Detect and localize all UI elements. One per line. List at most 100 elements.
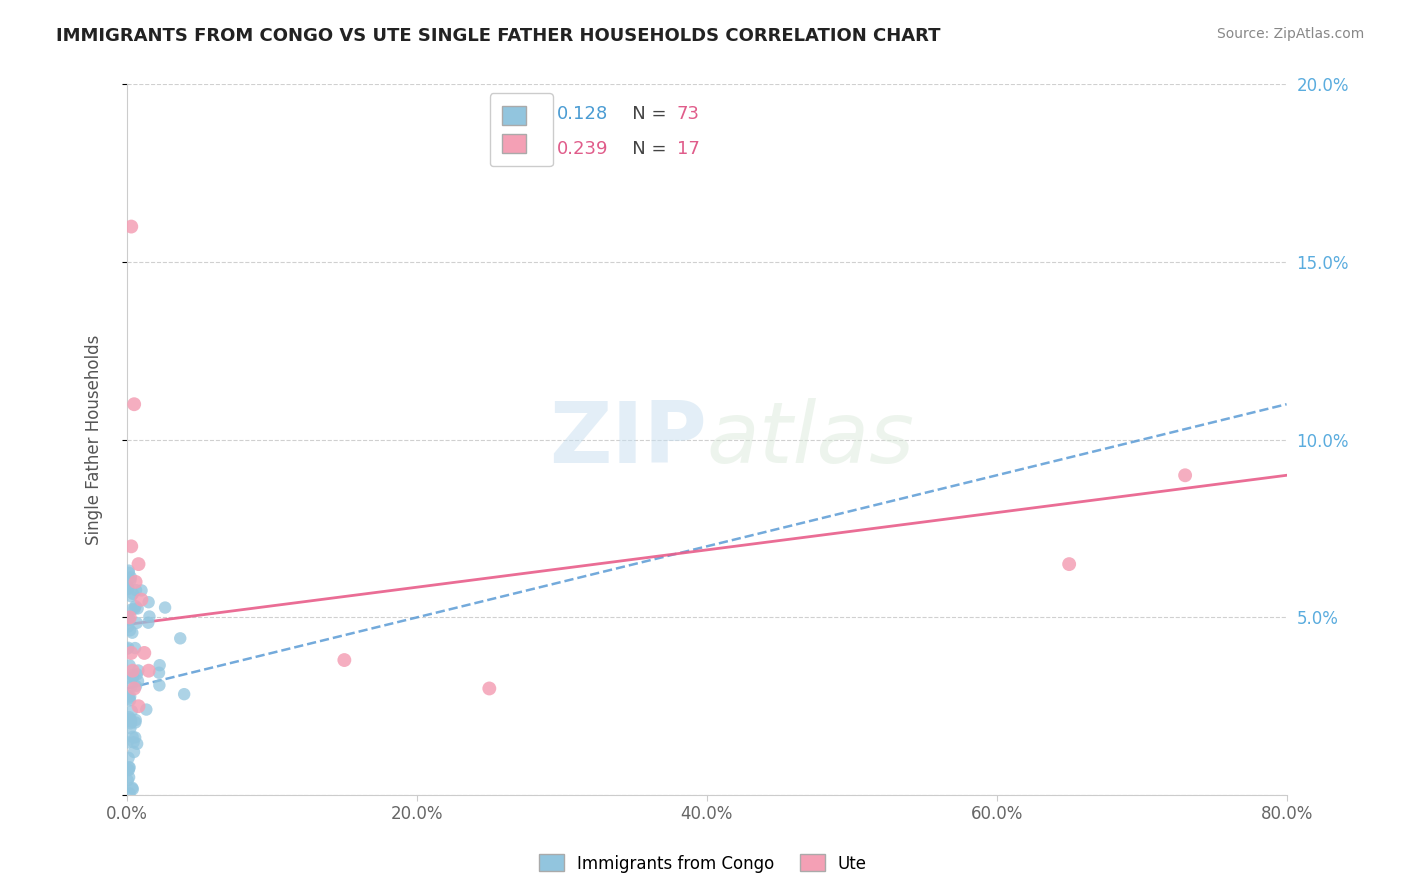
Text: IMMIGRANTS FROM CONGO VS UTE SINGLE FATHER HOUSEHOLDS CORRELATION CHART: IMMIGRANTS FROM CONGO VS UTE SINGLE FATH… — [56, 27, 941, 45]
Point — [118, 564, 141, 578]
Point — [125, 667, 148, 681]
Point — [117, 582, 139, 596]
Text: ZIP: ZIP — [548, 398, 707, 482]
Point — [120, 219, 142, 234]
Point — [118, 760, 141, 774]
Point — [118, 710, 141, 724]
Point — [125, 583, 148, 598]
Text: N =: N = — [616, 105, 672, 123]
Point — [120, 693, 142, 707]
Point — [120, 679, 142, 693]
Legend: , : , — [489, 94, 553, 167]
Text: 73: 73 — [676, 105, 700, 123]
Point — [120, 574, 142, 588]
Point — [121, 782, 143, 797]
Point — [124, 599, 146, 614]
Point — [117, 610, 139, 624]
Point — [120, 589, 142, 603]
Point — [120, 714, 142, 729]
Point — [138, 609, 160, 624]
Point — [117, 581, 139, 595]
Text: Source: ZipAtlas.com: Source: ZipAtlas.com — [1216, 27, 1364, 41]
Point — [124, 574, 146, 589]
Point — [134, 646, 156, 660]
Text: 0.128: 0.128 — [557, 105, 609, 123]
Point — [125, 679, 148, 693]
Point — [120, 721, 142, 735]
Point — [148, 665, 170, 680]
Point — [173, 687, 195, 701]
Point — [120, 624, 142, 638]
Point — [124, 601, 146, 615]
Point — [127, 737, 149, 751]
Point — [122, 670, 145, 684]
Point — [122, 397, 145, 411]
Point — [131, 583, 153, 598]
Point — [120, 716, 142, 731]
Point — [115, 641, 138, 656]
Point — [118, 612, 141, 626]
Point — [127, 673, 149, 688]
Point — [118, 770, 141, 784]
Point — [118, 712, 141, 726]
Point — [118, 658, 141, 673]
Point — [118, 690, 141, 704]
Point — [127, 601, 149, 615]
Point — [117, 640, 139, 655]
Point — [121, 602, 143, 616]
Point — [124, 641, 146, 656]
Point — [122, 587, 145, 601]
Point — [169, 632, 191, 646]
Point — [118, 691, 141, 706]
Point — [122, 668, 145, 682]
Point — [1057, 557, 1080, 571]
Point — [117, 614, 139, 628]
Point — [121, 625, 143, 640]
Point — [478, 681, 501, 696]
Point — [124, 715, 146, 730]
Point — [125, 713, 148, 727]
Point — [121, 780, 143, 795]
Text: R =: R = — [505, 140, 544, 158]
Point — [117, 578, 139, 592]
Point — [122, 745, 145, 759]
Point — [118, 763, 141, 777]
Point — [120, 570, 142, 584]
Point — [125, 615, 148, 630]
Point — [117, 773, 139, 788]
Point — [121, 730, 143, 744]
Point — [333, 653, 356, 667]
Text: N =: N = — [616, 140, 672, 158]
Point — [121, 704, 143, 718]
Point — [122, 735, 145, 749]
Point — [120, 690, 142, 704]
Point — [1174, 468, 1197, 483]
Point — [117, 735, 139, 749]
Point — [138, 664, 160, 678]
Point — [118, 566, 141, 580]
Text: atlas: atlas — [707, 398, 915, 482]
Point — [117, 751, 139, 765]
Point — [120, 539, 142, 553]
Point — [148, 678, 170, 692]
Point — [122, 681, 145, 696]
Point — [153, 600, 176, 615]
Point — [149, 658, 172, 673]
Point — [120, 714, 142, 728]
Text: R =: R = — [505, 105, 544, 123]
Point — [138, 595, 160, 609]
Text: 17: 17 — [676, 140, 700, 158]
Point — [118, 610, 141, 624]
Legend: Immigrants from Congo, Ute: Immigrants from Congo, Ute — [533, 847, 873, 880]
Point — [117, 671, 139, 685]
Point — [117, 763, 139, 777]
Point — [128, 699, 150, 714]
Text: 0.239: 0.239 — [557, 140, 609, 158]
Point — [118, 787, 141, 801]
Y-axis label: Single Father Households: Single Father Households — [86, 334, 103, 545]
Point — [128, 557, 150, 571]
Point — [127, 664, 149, 678]
Point — [131, 592, 153, 607]
Point — [120, 646, 142, 660]
Point — [124, 731, 146, 745]
